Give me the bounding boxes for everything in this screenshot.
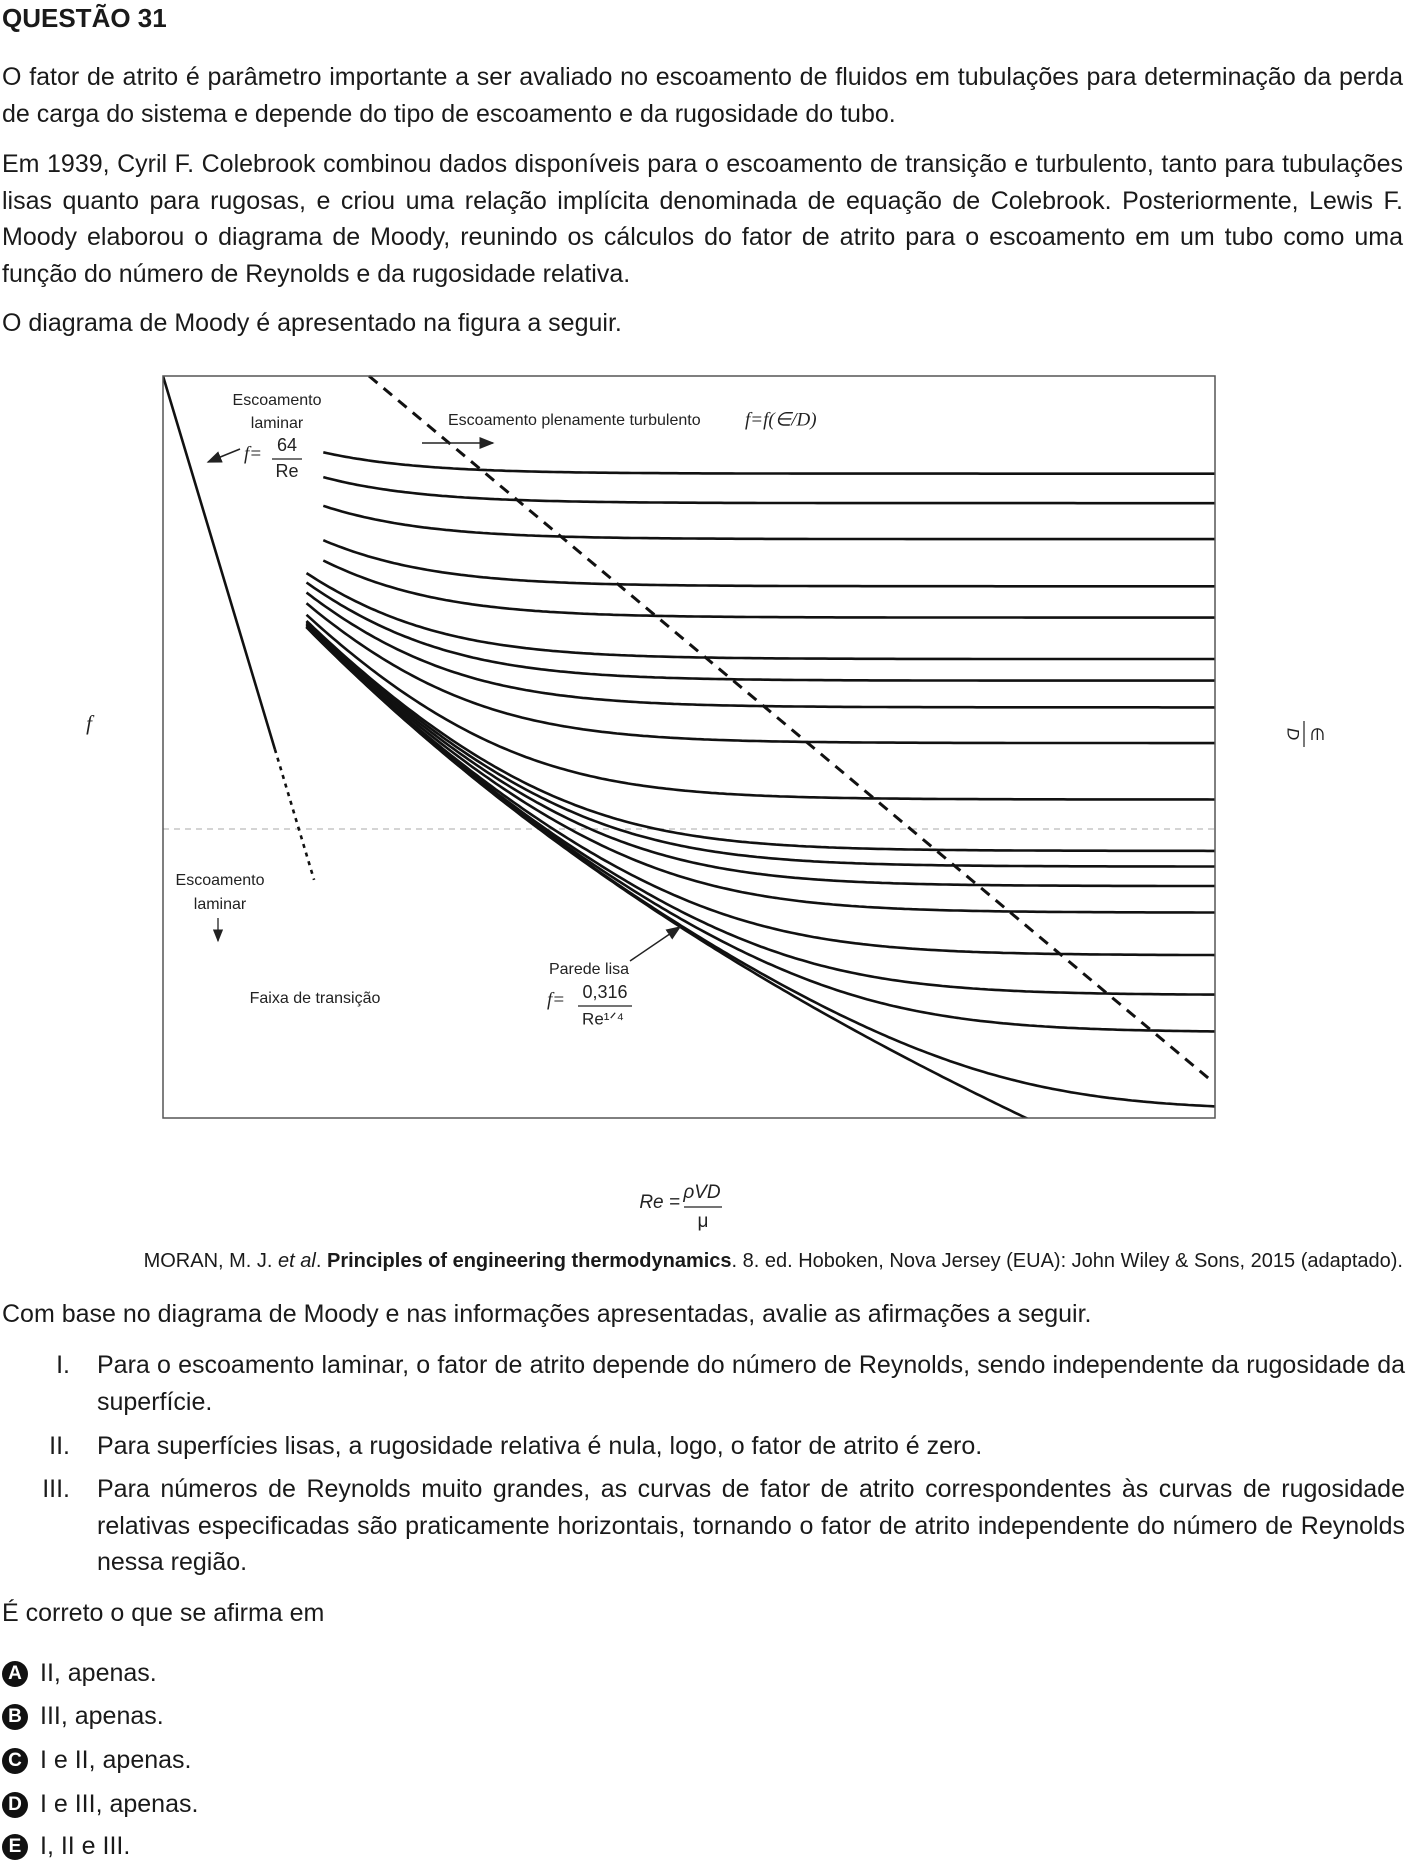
roughness-curve	[305, 572, 1215, 661]
annotation: Escoamento	[176, 872, 265, 889]
caption-text: Principles of engineering thermodynamics	[326, 1250, 732, 1272]
plot-frame	[162, 375, 1216, 1119]
statement-text: Para o escoamento laminar, o fator de at…	[97, 1351, 1405, 1416]
caption-text: . 8. ed. Hoboken, Nova Jersey (EUA): Joh…	[731, 1250, 1403, 1272]
option[interactable]: B III, apenas.	[2, 1698, 164, 1734]
statement-text: Para números de Reynolds muito grandes, …	[97, 1475, 1405, 1576]
y-axis-label: f	[86, 711, 95, 735]
paragraph: Em 1939, Cyril F. Colebrook combinou dad…	[2, 150, 1403, 288]
roughness-curve	[305, 624, 1215, 957]
option-text: I e II, apenas.	[40, 1746, 192, 1774]
formula: 0,316	[582, 982, 627, 1002]
option-letter: C	[2, 1748, 28, 1774]
roughness-curve	[305, 602, 1215, 745]
paragraph: O fator de atrito é parâmetro importante…	[2, 63, 1403, 128]
annotation: Escoamento	[233, 392, 322, 409]
formula: Re¹ᐟ⁴	[582, 1009, 624, 1028]
caption: MORAN, M. J. et al. Principles of engine…	[144, 1250, 1403, 1273]
paragraph: O diagrama de Moody é apresentado na fig…	[2, 309, 622, 337]
option-text: I, II e III.	[40, 1832, 131, 1860]
laminar-line	[163, 376, 277, 750]
axis-label: D	[1284, 728, 1303, 740]
arrow	[206, 448, 241, 463]
roughness-curve	[305, 613, 1215, 801]
statement-number: I.	[56, 1351, 70, 1379]
axis-label: ∈	[1308, 727, 1327, 742]
question: É correto o que se afirma em	[2, 1599, 325, 1627]
formula: f=f(∈/D)	[745, 409, 817, 430]
annotation: Parede lisa	[549, 961, 629, 978]
turbulence-boundary	[368, 374, 1214, 1084]
option-text: II, apenas.	[40, 1659, 157, 1687]
roughness-curve	[323, 451, 1215, 475]
arrow	[629, 926, 682, 962]
formula: Re	[275, 461, 298, 481]
statement-text: Para superfícies lisas, a rugosidade rel…	[97, 1432, 983, 1460]
caption-text: MORAN, M. J.	[143, 1250, 279, 1272]
roughness-curve	[305, 619, 1215, 853]
option[interactable]: A II, apenas.	[2, 1655, 157, 1691]
caption-text: .	[315, 1250, 327, 1272]
prompt: Com base no diagrama de Moody e nas info…	[2, 1300, 1092, 1328]
option-letter: D	[2, 1792, 28, 1818]
roughness-curve	[305, 623, 1215, 914]
roughness-curve	[322, 504, 1215, 541]
caption-text: et al	[278, 1250, 316, 1272]
annotation: Escoamento plenamente turbulento	[448, 412, 701, 429]
laminar-line	[273, 748, 316, 881]
question-title: QUESTÃO 31	[2, 3, 167, 33]
option-letter: B	[2, 1704, 28, 1730]
formula: 64	[277, 435, 297, 455]
annotation: Faixa de transição	[250, 990, 381, 1007]
option-letter: E	[2, 1834, 28, 1860]
option-letter: A	[2, 1661, 28, 1687]
smooth-pipe-curve	[305, 626, 1030, 1118]
option[interactable]: E I, II e III.	[2, 1828, 130, 1864]
roughness-curve	[305, 591, 1215, 709]
annotation: laminar	[251, 415, 304, 432]
roughness-curve	[322, 475, 1215, 505]
formula: f=	[244, 443, 262, 464]
statement-number: III.	[42, 1475, 70, 1503]
roughness-curve	[322, 539, 1215, 588]
annotation: laminar	[194, 896, 247, 913]
roughness-curve	[305, 621, 1215, 868]
option-text: III, apenas.	[40, 1702, 164, 1730]
option[interactable]: C I e II, apenas.	[2, 1742, 192, 1778]
option[interactable]: D I e III, apenas.	[2, 1786, 198, 1822]
moody-diagram: Escoamento laminar f= 64 Re Escoamento p…	[86, 374, 1327, 1232]
x-axis-label: ρVD	[682, 1182, 721, 1203]
statement-number: II.	[49, 1432, 70, 1460]
option-text: I e III, apenas.	[40, 1790, 199, 1818]
roughness-curve	[305, 622, 1215, 888]
roughness-curve	[305, 581, 1215, 682]
x-axis-label: μ	[698, 1211, 709, 1232]
x-axis-label: Re =	[639, 1192, 680, 1213]
formula: f=	[547, 989, 565, 1010]
roughness-curve	[322, 559, 1215, 619]
